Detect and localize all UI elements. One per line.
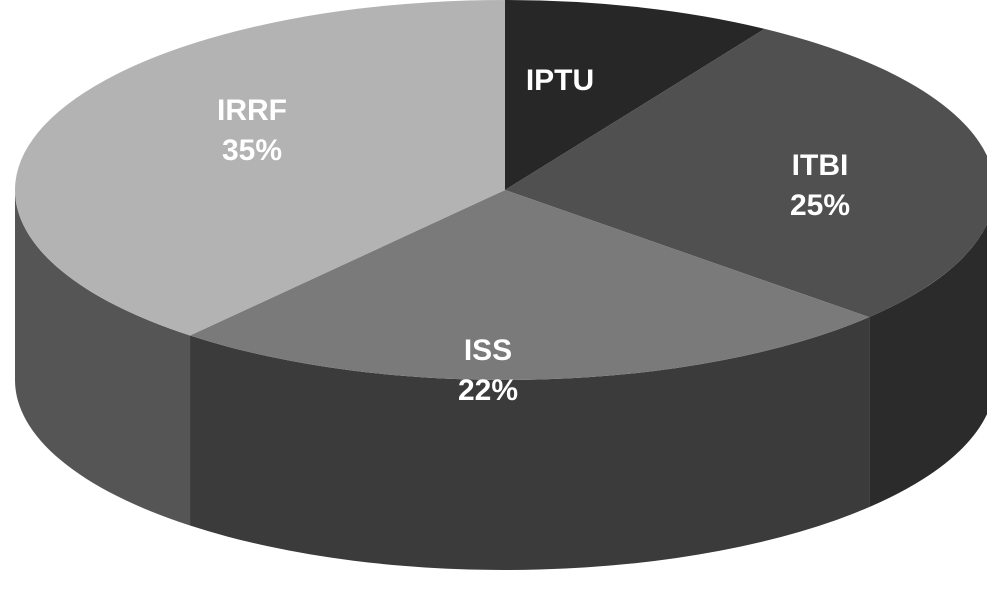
data-label-name-iss: ISS <box>464 334 512 367</box>
pie-side-irrf <box>14 190 191 526</box>
data-label-percent-irrf: 35% <box>222 134 282 167</box>
pie-side-itbi <box>869 224 987 508</box>
pie-top-slices <box>14 0 987 380</box>
data-label-name-itbi: ITBI <box>792 149 849 182</box>
pie-data-labels: IPTU ITBI 25% ISS 22% IRRF 35% <box>217 64 850 407</box>
data-label-percent-itbi: 25% <box>790 189 850 222</box>
pie-side-iss <box>190 317 870 571</box>
data-label-percent-iss: 22% <box>458 374 518 407</box>
pie-side-walls <box>14 190 987 571</box>
pie-slice-iptu <box>505 0 765 190</box>
pie-slice-irrf <box>14 0 505 336</box>
pie-slice-iss <box>190 190 870 380</box>
data-label-name-irrf: IRRF <box>217 94 287 127</box>
pie-slice-itbi <box>505 28 987 318</box>
data-label-name-iptu: IPTU <box>526 64 594 97</box>
